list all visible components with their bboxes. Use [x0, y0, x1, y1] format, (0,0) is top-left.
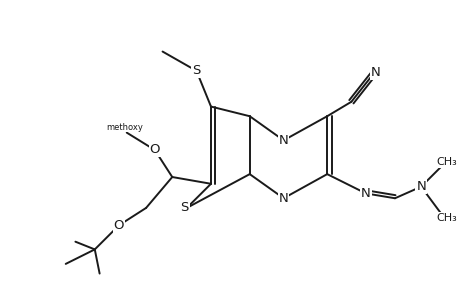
Text: N: N [278, 134, 288, 147]
Text: N: N [370, 66, 380, 80]
Text: methoxy: methoxy [106, 123, 143, 132]
Text: S: S [180, 201, 188, 214]
Text: CH₃: CH₃ [436, 213, 457, 223]
Text: O: O [149, 143, 160, 157]
Text: N: N [415, 180, 425, 193]
Text: CH₃: CH₃ [436, 157, 457, 167]
Text: N: N [360, 187, 370, 200]
Text: N: N [278, 192, 288, 205]
Text: O: O [113, 219, 124, 232]
Text: S: S [192, 64, 200, 77]
